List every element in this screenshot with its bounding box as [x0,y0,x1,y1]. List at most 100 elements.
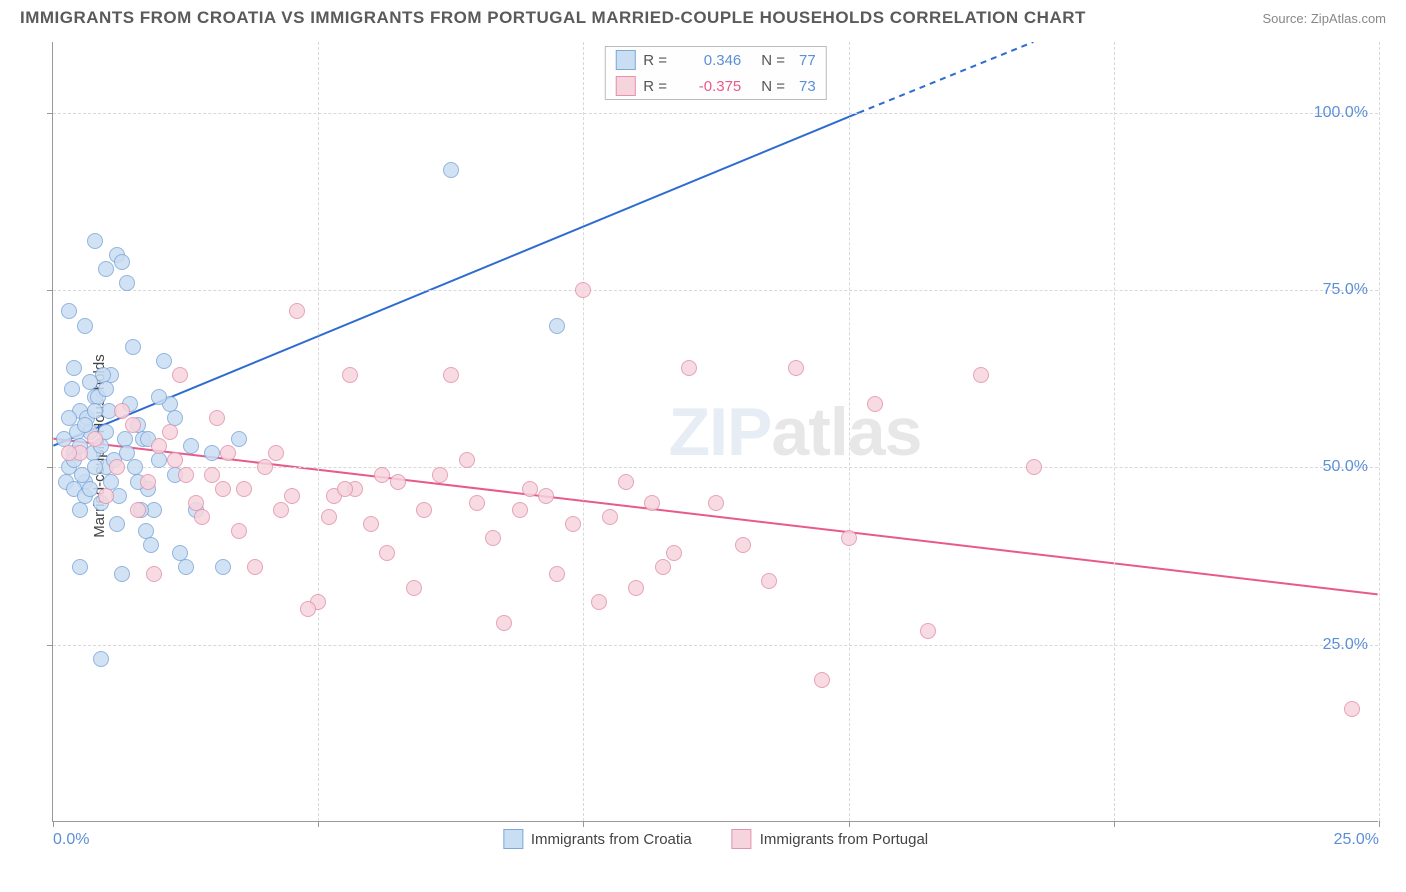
scatter-point [416,502,432,518]
scatter-point [98,488,114,504]
scatter-point [522,481,538,497]
scatter-point [602,509,618,525]
scatter-point [87,431,103,447]
correlation-legend-row: R =-0.375N =73 [605,73,825,99]
scatter-point [204,467,220,483]
scatter-point [469,495,485,511]
scatter-point [146,566,162,582]
scatter-point [183,438,199,454]
scatter-point [443,162,459,178]
scatter-point [512,502,528,518]
scatter-point [114,254,130,270]
series-legend-item: Immigrants from Portugal [732,829,928,849]
scatter-point [61,445,77,461]
x-tick-label: 0.0% [53,831,89,849]
scatter-point [215,559,231,575]
scatter-point [973,367,989,383]
gridline-v [1379,42,1380,821]
scatter-point [209,410,225,426]
series-legend-label: Immigrants from Croatia [531,831,692,848]
scatter-point [82,374,98,390]
scatter-point [379,545,395,561]
scatter-point [363,516,379,532]
scatter-point [172,367,188,383]
scatter-point [151,452,167,468]
scatter-point [432,467,448,483]
scatter-point [1344,701,1360,717]
scatter-point [841,530,857,546]
scatter-point [236,481,252,497]
x-tick-label: 25.0% [1334,831,1379,849]
legend-swatch [615,76,635,96]
scatter-point [406,580,422,596]
scatter-point [575,282,591,298]
scatter-point [114,566,130,582]
n-value: 73 [799,78,816,95]
scatter-point [374,467,390,483]
correlation-legend: R = 0.346 N = 77 R =-0.375N =73 [604,46,826,100]
chart-header: IMMIGRANTS FROM CROATIA VS IMMIGRANTS FR… [0,0,1406,32]
r-label: R = [643,78,673,95]
gridline-v [849,42,850,821]
scatter-point [565,516,581,532]
chart-title: IMMIGRANTS FROM CROATIA VS IMMIGRANTS FR… [20,8,1086,28]
r-value: 0.346 [681,52,741,69]
scatter-point [549,318,565,334]
series-legend-item: Immigrants from Croatia [503,829,692,849]
scatter-point [143,537,159,553]
scatter-point [247,559,263,575]
scatter-point [459,452,475,468]
scatter-point [591,594,607,610]
watermark: ZIPatlas [669,393,922,471]
scatter-point [443,367,459,383]
scatter-point [220,445,236,461]
scatter-point [920,623,936,639]
n-value: 77 [799,52,816,69]
scatter-point [655,559,671,575]
scatter-point [114,403,130,419]
y-tick-label: 75.0% [1323,281,1368,299]
scatter-point [231,523,247,539]
gridline-v [1114,42,1115,821]
scatter-point [178,467,194,483]
y-tick-label: 25.0% [1323,636,1368,654]
scatter-point [130,502,146,518]
scatter-point [788,360,804,376]
scatter-point [156,353,172,369]
scatter-point [231,431,247,447]
scatter-point [98,381,114,397]
scatter-point [87,459,103,475]
scatter-point [72,559,88,575]
scatter-point [167,452,183,468]
scatter-point [178,559,194,575]
scatter-point [125,417,141,433]
n-label: N = [761,52,785,69]
scatter-point [61,303,77,319]
scatter-point [140,474,156,490]
scatter-point [162,424,178,440]
scatter-point [549,566,565,582]
gridline-h [53,467,1378,468]
correlation-legend-row: R = 0.346 N = 77 [605,47,825,73]
scatter-point [204,445,220,461]
legend-swatch [615,50,635,70]
scatter-point [109,459,125,475]
r-label: R = [643,52,673,69]
legend-swatch [732,829,752,849]
gridline-v [318,42,319,821]
gridline-h [53,645,1378,646]
scatter-point [93,651,109,667]
scatter-point [61,410,77,426]
scatter-point [151,438,167,454]
scatter-point [77,318,93,334]
scatter-point [342,367,358,383]
scatter-point [215,481,231,497]
legend-swatch [503,829,523,849]
scatter-point [289,303,305,319]
series-legend: Immigrants from Croatia Immigrants from P… [503,829,928,849]
scatter-point [64,381,80,397]
scatter-point [735,537,751,553]
y-tick-label: 50.0% [1323,458,1368,476]
scatter-point [109,516,125,532]
scatter-point [72,502,88,518]
